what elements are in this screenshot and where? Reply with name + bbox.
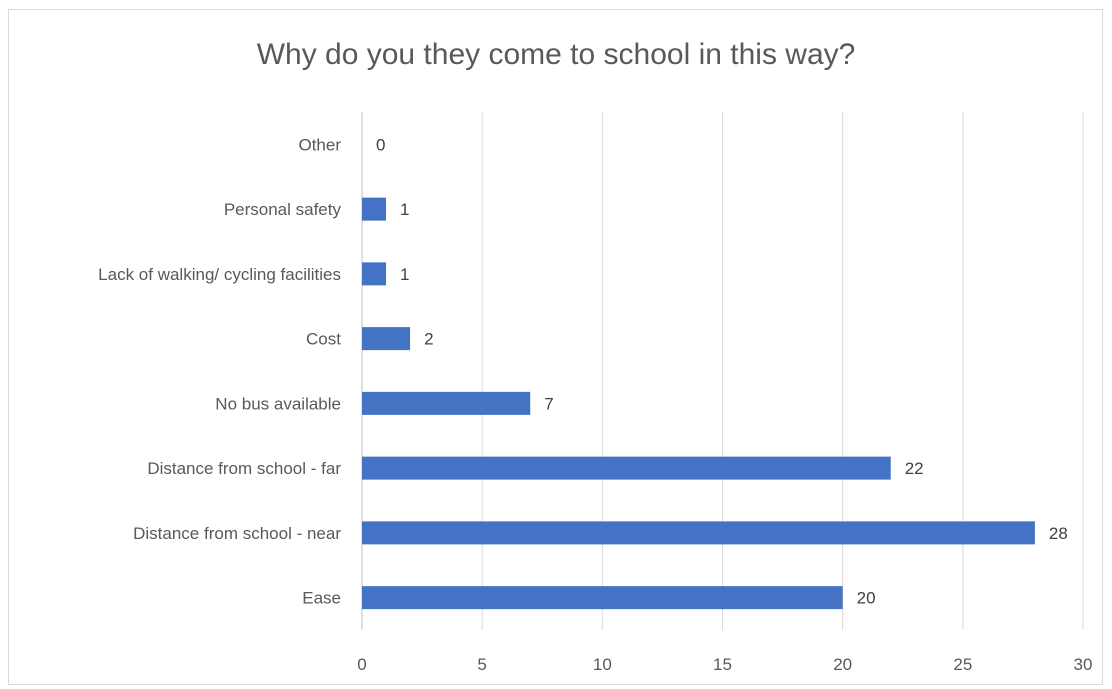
bar xyxy=(362,456,891,480)
bar xyxy=(362,327,411,351)
category-labels: Ease Distance from school - near Distance … xyxy=(98,135,341,607)
category-label: Distance from school - near xyxy=(133,524,341,543)
x-tick-label: 20 xyxy=(833,655,852,674)
bar xyxy=(362,586,843,610)
chart-title: Why do you they come to school in this w… xyxy=(256,38,856,71)
gridlines xyxy=(361,112,1084,630)
bar xyxy=(362,521,1035,545)
x-tick-label: 30 xyxy=(1074,655,1093,674)
category-label: Lack of walking/ cycling facilities xyxy=(98,265,341,284)
bar xyxy=(362,197,387,221)
bars xyxy=(362,197,1035,610)
x-axis-tick-labels: 0 5 10 15 20 25 30 xyxy=(357,655,1092,674)
x-tick-label: 0 xyxy=(357,655,366,674)
category-label: Personal safety xyxy=(224,200,342,219)
category-label: Distance from school - far xyxy=(147,459,341,478)
data-label: 2 xyxy=(424,330,433,349)
x-tick-label: 15 xyxy=(713,655,732,674)
data-label: 1 xyxy=(400,265,409,284)
category-label: Cost xyxy=(306,330,341,349)
bar xyxy=(362,262,387,286)
data-label: 0 xyxy=(376,135,385,154)
data-label: 1 xyxy=(400,200,409,219)
category-label: No bus available xyxy=(215,394,341,413)
chart-frame xyxy=(8,9,1103,685)
data-label: 20 xyxy=(857,589,876,608)
data-labels: 20 28 22 7 2 1 1 0 xyxy=(376,135,1068,607)
category-label: Other xyxy=(298,135,341,154)
x-tick-label: 25 xyxy=(953,655,972,674)
data-label: 22 xyxy=(905,459,924,478)
data-label: 28 xyxy=(1049,524,1068,543)
bar xyxy=(362,391,531,415)
x-tick-label: 10 xyxy=(593,655,612,674)
category-label: Ease xyxy=(302,589,341,608)
x-tick-label: 5 xyxy=(477,655,486,674)
data-label: 7 xyxy=(544,394,553,413)
